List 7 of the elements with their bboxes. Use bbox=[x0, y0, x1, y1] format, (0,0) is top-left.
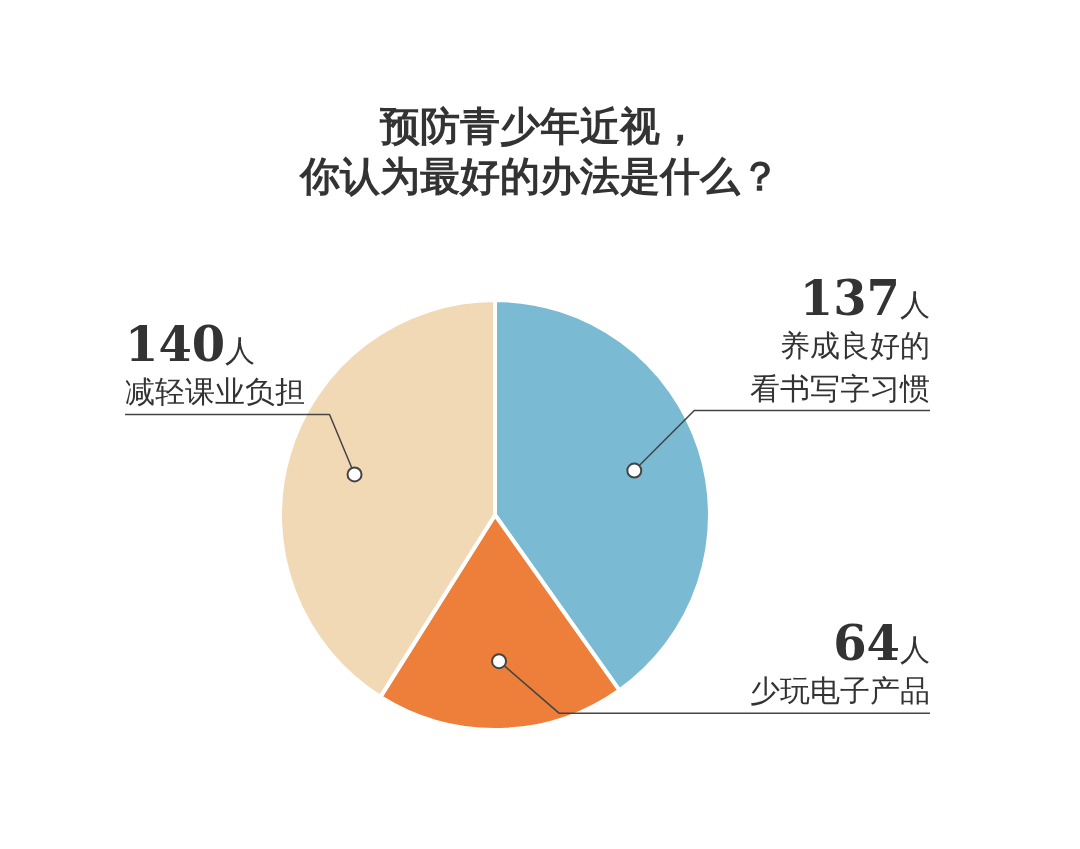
data-label: 64人 bbox=[833, 615, 930, 672]
data-label: 140人 bbox=[125, 316, 256, 373]
slice-label: 养成良好的看书写字习惯 bbox=[750, 327, 930, 406]
data-label: 137人 bbox=[799, 269, 930, 326]
chart-title: 预防青少年近视，你认为最好的办法是什么？ bbox=[298, 103, 780, 199]
slice-label: 减轻课业负担 bbox=[125, 374, 305, 410]
slice-label: 少玩电子产品 bbox=[750, 673, 930, 709]
